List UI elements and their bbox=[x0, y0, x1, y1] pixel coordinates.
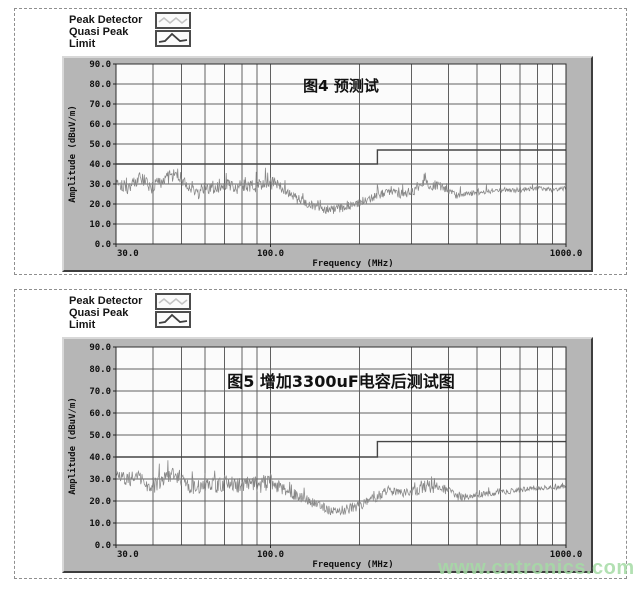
quasi-peak-limit-label: Quasi Peak Limit bbox=[69, 26, 129, 50]
y-tick-label: 90.0 bbox=[89, 343, 111, 353]
peak-detector-label: Peak Detector bbox=[69, 14, 143, 26]
legend-row-quasi-peak-limit: Quasi Peak Limit bbox=[69, 26, 191, 50]
y-tick-label: 50.0 bbox=[89, 140, 111, 150]
y-tick-label: 10.0 bbox=[89, 519, 111, 529]
x-tick-label: 30.0 bbox=[117, 249, 139, 259]
x-axis-ticks: 30.0 100.0 1000.0 bbox=[115, 545, 583, 560]
y-tick-label: 90.0 bbox=[89, 60, 111, 70]
quasi-peak-limit-line bbox=[116, 149, 566, 165]
grid bbox=[116, 347, 566, 545]
y-tick-label: 60.0 bbox=[89, 120, 111, 130]
legend-row-peak-detector: Peak Detector bbox=[69, 292, 191, 310]
chart-2-after-capacitor: 0.0 10.0 20.0 30.0 40.0 50.0 60.0 70.0 80.0 90.0 3… bbox=[67, 343, 583, 570]
y-tick-label: 0.0 bbox=[95, 541, 111, 551]
x-tick-label: 1000.0 bbox=[550, 550, 583, 560]
chart-1-frame: 0.0 10.0 20.0 30.0 40.0 50.0 60.0 70.0 80.0 90.0 3… bbox=[62, 56, 593, 272]
quasi-peak-limit-icon bbox=[155, 29, 191, 47]
panel-after-capacitor: Peak Detector Quasi Peak Limit 0.0 10.0 20… bbox=[14, 289, 627, 579]
watermark: www.cntronics.com bbox=[438, 557, 635, 579]
y-tick-label: 40.0 bbox=[89, 160, 111, 170]
x-axis-title: Frequency (MHz) bbox=[312, 259, 393, 269]
x-axis-title: Frequency (MHz) bbox=[312, 560, 393, 570]
peak-detector-trace bbox=[115, 460, 567, 516]
legend: Peak Detector Quasi Peak Limit bbox=[69, 292, 191, 331]
y-tick-label: 30.0 bbox=[89, 180, 111, 190]
y-axis-ticks: 0.0 10.0 20.0 30.0 40.0 50.0 60.0 70.0 80.0 90.0 bbox=[89, 343, 116, 551]
x-tick-label: 1000.0 bbox=[550, 249, 583, 259]
peak-detector-label: Peak Detector bbox=[69, 295, 143, 307]
y-tick-label: 0.0 bbox=[95, 240, 111, 250]
plot-border bbox=[115, 346, 567, 546]
chart-title: 图4 预测试 bbox=[303, 77, 379, 95]
x-tick-label: 100.0 bbox=[257, 249, 284, 259]
y-tick-label: 80.0 bbox=[89, 80, 111, 90]
chart-1-pretest: 0.0 10.0 20.0 30.0 40.0 50.0 60.0 70.0 80.0 90.0 3… bbox=[67, 60, 583, 269]
quasi-peak-limit-line bbox=[116, 440, 566, 458]
y-tick-label: 50.0 bbox=[89, 431, 111, 441]
y-axis-title: Amplitude (dBuV/m) bbox=[67, 397, 78, 495]
plot-border bbox=[115, 63, 567, 245]
y-tick-label: 40.0 bbox=[89, 453, 111, 463]
y-tick-label: 30.0 bbox=[89, 475, 111, 485]
y-tick-label: 60.0 bbox=[89, 409, 111, 419]
y-tick-label: 70.0 bbox=[89, 100, 111, 110]
y-tick-label: 20.0 bbox=[89, 200, 111, 210]
x-tick-label: 100.0 bbox=[257, 550, 284, 560]
x-tick-label: 30.0 bbox=[117, 550, 139, 560]
y-tick-label: 20.0 bbox=[89, 497, 111, 507]
y-tick-label: 80.0 bbox=[89, 365, 111, 375]
chart-2-frame: 0.0 10.0 20.0 30.0 40.0 50.0 60.0 70.0 80.0 90.0 3… bbox=[62, 337, 593, 573]
legend: Peak Detector Quasi Peak Limit bbox=[69, 11, 191, 50]
peak-detector-icon bbox=[155, 292, 191, 310]
quasi-peak-limit-icon bbox=[155, 310, 191, 328]
legend-row-peak-detector: Peak Detector bbox=[69, 11, 191, 29]
x-axis-ticks: 30.0 100.0 1000.0 bbox=[115, 244, 583, 259]
quasi-peak-limit-label: Quasi Peak Limit bbox=[69, 307, 129, 331]
y-tick-label: 70.0 bbox=[89, 387, 111, 397]
panel-pretest: Peak Detector Quasi Peak Limit 0.0 10.0 20… bbox=[14, 8, 627, 275]
y-axis-ticks: 0.0 10.0 20.0 30.0 40.0 50.0 60.0 70.0 80.0 90.0 bbox=[89, 60, 116, 250]
chart-title: 图5 增加3300uF电容后测试图 bbox=[227, 372, 455, 391]
legend-row-quasi-peak-limit: Quasi Peak Limit bbox=[69, 307, 191, 331]
peak-detector-icon bbox=[155, 11, 191, 29]
grid bbox=[116, 64, 566, 244]
y-tick-label: 10.0 bbox=[89, 220, 111, 230]
y-axis-title: Amplitude (dBuV/m) bbox=[67, 105, 78, 203]
peak-detector-trace bbox=[115, 167, 567, 214]
